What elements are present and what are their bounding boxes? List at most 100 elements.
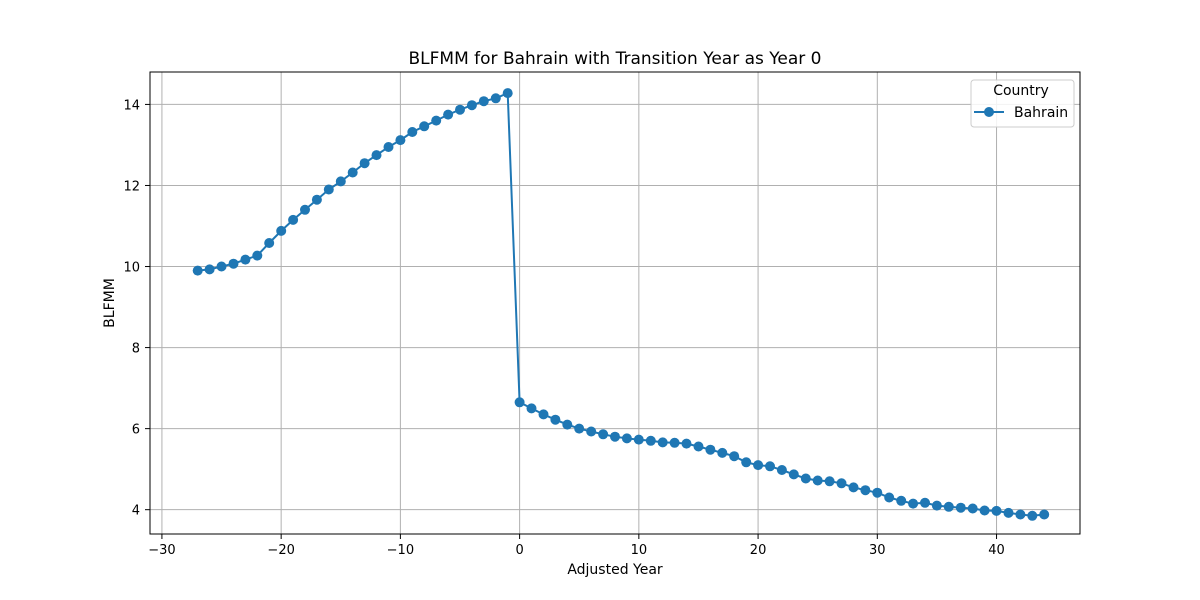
data-point bbox=[478, 96, 489, 107]
data-point bbox=[884, 492, 895, 503]
data-point bbox=[264, 238, 275, 248]
y-tick-label: 12 bbox=[123, 179, 140, 194]
data-point bbox=[920, 497, 930, 508]
data-point bbox=[526, 403, 537, 414]
x-tick-label: 30 bbox=[869, 543, 886, 558]
x-tick-label: 40 bbox=[988, 543, 1005, 558]
data-point bbox=[371, 150, 382, 161]
data-point bbox=[538, 409, 549, 420]
y-tick-label: 6 bbox=[132, 423, 140, 438]
data-point bbox=[431, 115, 442, 126]
data-point bbox=[633, 434, 644, 445]
data-point bbox=[872, 487, 883, 498]
data-point bbox=[812, 475, 823, 486]
data-point bbox=[896, 495, 907, 506]
grid bbox=[150, 72, 1080, 534]
data-point bbox=[681, 438, 692, 449]
series-layer bbox=[192, 88, 1050, 521]
data-point bbox=[1015, 509, 1026, 520]
axis-ticks: −30 −20 −10 0 10 20 30 40 4 6 8 10 12 14 bbox=[123, 98, 1004, 558]
data-point bbox=[216, 261, 227, 272]
data-point bbox=[443, 109, 454, 120]
data-point bbox=[967, 503, 978, 514]
x-tick-label: −10 bbox=[387, 543, 414, 558]
data-point bbox=[383, 142, 394, 152]
data-point bbox=[562, 419, 573, 430]
data-point bbox=[1003, 507, 1014, 518]
data-point bbox=[717, 447, 728, 458]
data-point bbox=[288, 214, 299, 225]
data-point bbox=[300, 204, 310, 215]
data-point bbox=[276, 225, 287, 236]
x-tick-label: −20 bbox=[267, 543, 294, 558]
legend-series-label: Bahrain bbox=[1014, 105, 1068, 121]
data-point bbox=[741, 457, 752, 468]
series-line bbox=[197, 91, 1045, 517]
data-point bbox=[514, 397, 525, 408]
data-point bbox=[931, 500, 942, 511]
data-point bbox=[502, 88, 513, 99]
data-point bbox=[610, 431, 620, 442]
plot-frame bbox=[149, 71, 1081, 535]
legend-box bbox=[970, 79, 1075, 128]
data-point bbox=[645, 435, 656, 446]
legend-series-marker bbox=[984, 107, 994, 117]
data-point bbox=[347, 167, 358, 178]
data-point bbox=[335, 176, 346, 187]
data-point bbox=[753, 460, 764, 471]
data-point bbox=[705, 444, 716, 455]
data-point bbox=[776, 465, 787, 475]
data-point bbox=[550, 414, 561, 425]
data-point bbox=[1027, 510, 1038, 521]
x-tick-label: 10 bbox=[631, 543, 648, 558]
legend-title: Country bbox=[993, 83, 1049, 99]
data-point bbox=[693, 441, 704, 452]
x-tick-label: 20 bbox=[750, 543, 767, 558]
data-point bbox=[669, 437, 680, 448]
legend: Country Bahrain bbox=[970, 79, 1075, 128]
data-point bbox=[455, 104, 465, 115]
data-point bbox=[490, 93, 501, 104]
data-point bbox=[598, 429, 609, 440]
data-point bbox=[419, 121, 430, 132]
x-tick-label: −30 bbox=[148, 543, 175, 558]
data-point bbox=[955, 502, 966, 513]
y-tick-label: 4 bbox=[132, 504, 140, 519]
data-point bbox=[574, 423, 585, 434]
data-point bbox=[848, 482, 859, 493]
data-point bbox=[252, 250, 263, 261]
data-point bbox=[192, 265, 203, 276]
data-point bbox=[407, 127, 418, 137]
data-point bbox=[1039, 509, 1050, 520]
y-tick-label: 14 bbox=[123, 98, 140, 113]
data-point bbox=[466, 100, 477, 111]
data-point bbox=[359, 158, 370, 169]
y-axis-label: BLFMM bbox=[102, 278, 118, 328]
data-point bbox=[860, 485, 871, 496]
data-point bbox=[800, 473, 811, 484]
data-point bbox=[943, 501, 954, 512]
x-axis-label: Adjusted Year bbox=[567, 562, 663, 578]
data-point bbox=[395, 135, 406, 146]
data-point bbox=[788, 469, 799, 480]
data-point bbox=[621, 433, 632, 444]
chart-title: BLFMM for Bahrain with Transition Year a… bbox=[409, 49, 822, 69]
data-point bbox=[729, 451, 740, 462]
data-point bbox=[240, 254, 251, 265]
data-point bbox=[908, 498, 919, 509]
y-tick-label: 10 bbox=[123, 261, 140, 276]
data-point bbox=[323, 184, 334, 195]
data-point bbox=[311, 194, 322, 205]
y-tick-label: 8 bbox=[132, 342, 140, 357]
data-point bbox=[979, 505, 990, 516]
data-point bbox=[991, 505, 1002, 516]
data-point bbox=[824, 476, 835, 487]
data-point bbox=[204, 264, 215, 275]
data-point bbox=[836, 478, 847, 489]
x-tick-label: 0 bbox=[515, 543, 523, 558]
data-point bbox=[586, 426, 597, 437]
data-point bbox=[228, 258, 239, 269]
data-point bbox=[765, 461, 775, 472]
data-point bbox=[657, 437, 668, 448]
